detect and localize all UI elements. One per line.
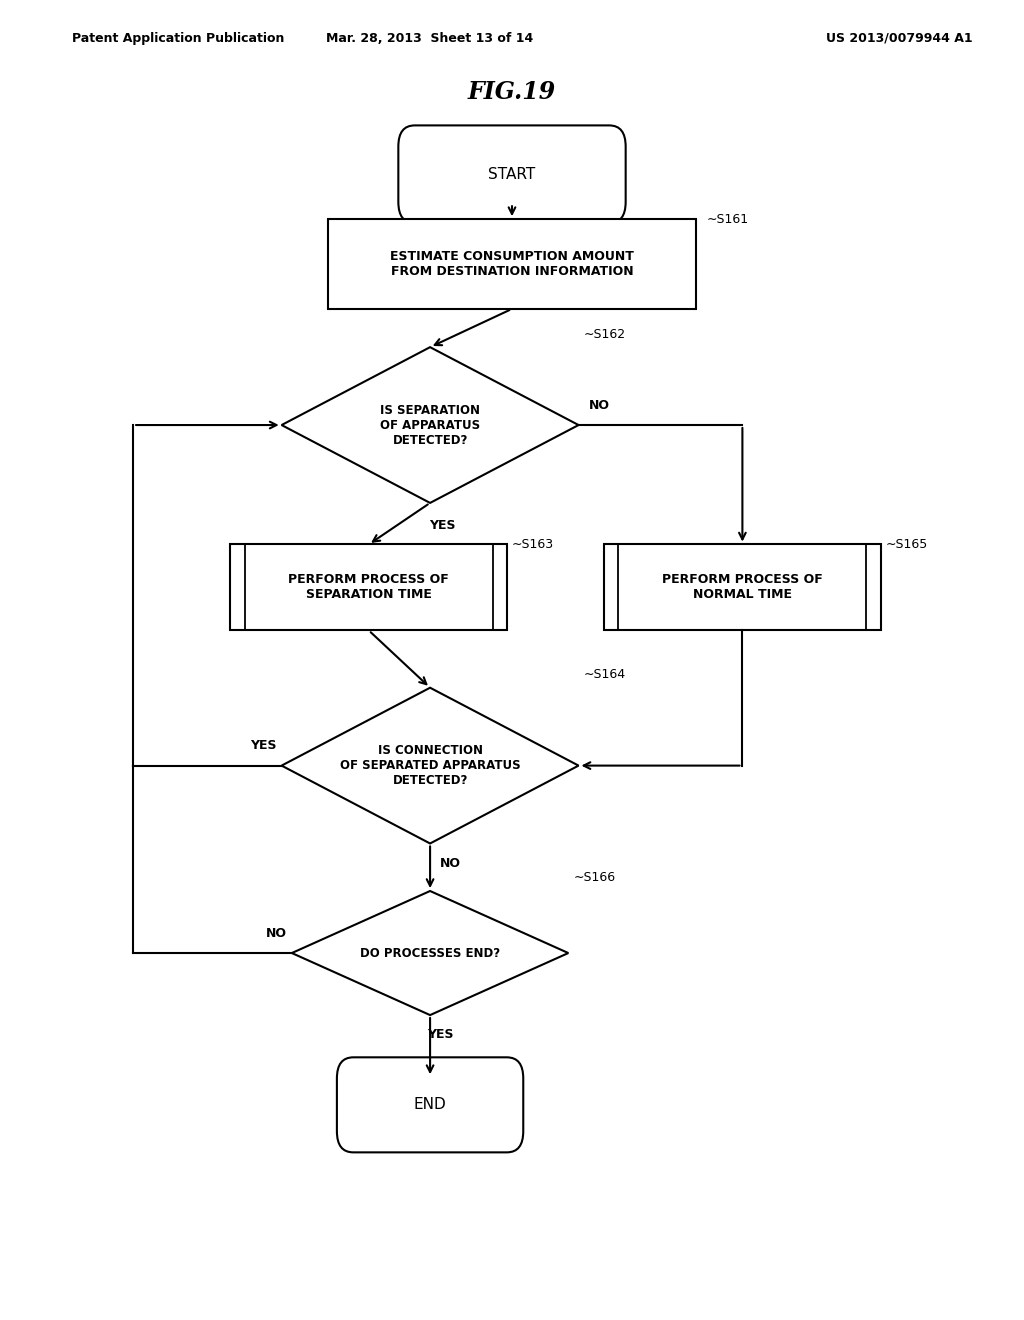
Text: ∼S161: ∼S161 (707, 213, 749, 226)
Text: START: START (488, 166, 536, 182)
Text: END: END (414, 1097, 446, 1113)
Text: IS CONNECTION
OF SEPARATED APPARATUS
DETECTED?: IS CONNECTION OF SEPARATED APPARATUS DET… (340, 744, 520, 787)
Bar (230, 544, 507, 630)
Text: YES: YES (429, 519, 456, 532)
Text: ∼S162: ∼S162 (584, 327, 626, 341)
FancyBboxPatch shape (337, 1057, 523, 1152)
Text: NO: NO (265, 927, 287, 940)
Text: US 2013/0079944 A1: US 2013/0079944 A1 (826, 32, 973, 45)
Text: PERFORM PROCESS OF
NORMAL TIME: PERFORM PROCESS OF NORMAL TIME (663, 573, 822, 602)
Text: PERFORM PROCESS OF
SEPARATION TIME: PERFORM PROCESS OF SEPARATION TIME (289, 573, 449, 602)
Text: YES: YES (250, 739, 276, 752)
Text: YES: YES (427, 1028, 454, 1041)
Text: ∼S166: ∼S166 (573, 871, 615, 884)
Text: ESTIMATE CONSUMPTION AMOUNT
FROM DESTINATION INFORMATION: ESTIMATE CONSUMPTION AMOUNT FROM DESTINA… (390, 249, 634, 279)
Text: NO: NO (589, 399, 610, 412)
Bar (328, 219, 696, 309)
Text: IS SEPARATION
OF APPARATUS
DETECTED?: IS SEPARATION OF APPARATUS DETECTED? (380, 404, 480, 446)
Polygon shape (282, 347, 579, 503)
Text: DO PROCESSES END?: DO PROCESSES END? (360, 946, 500, 960)
Text: NO: NO (440, 857, 462, 870)
Text: ∼S165: ∼S165 (886, 539, 928, 552)
Text: Patent Application Publication: Patent Application Publication (72, 32, 284, 45)
Bar (604, 544, 881, 630)
Text: FIG.19: FIG.19 (468, 81, 556, 104)
Polygon shape (292, 891, 568, 1015)
Text: ∼S163: ∼S163 (512, 539, 554, 552)
Polygon shape (282, 688, 579, 843)
Text: Mar. 28, 2013  Sheet 13 of 14: Mar. 28, 2013 Sheet 13 of 14 (327, 32, 534, 45)
Text: ∼S164: ∼S164 (584, 668, 626, 681)
FancyBboxPatch shape (398, 125, 626, 223)
